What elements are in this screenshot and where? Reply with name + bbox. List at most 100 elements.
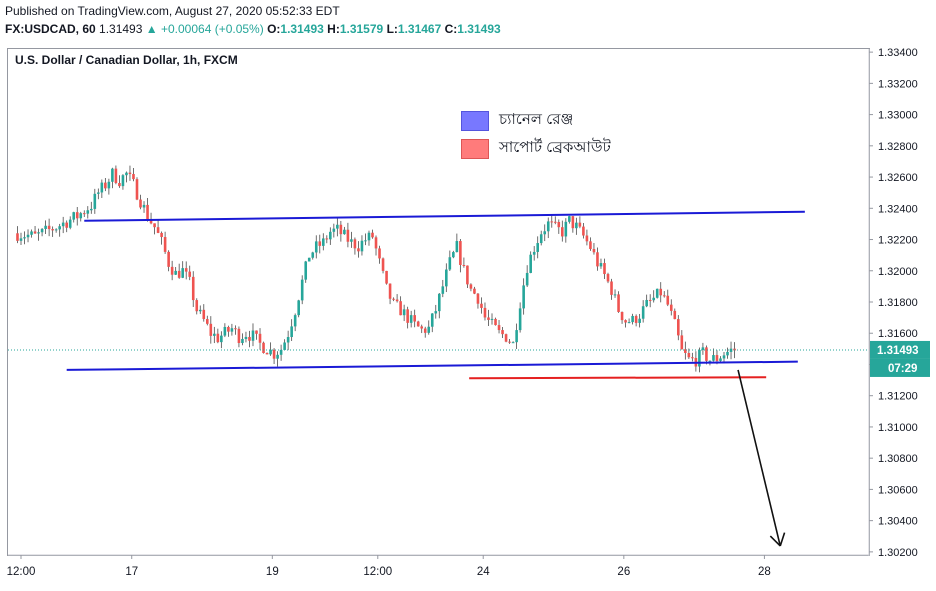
candle-up	[314, 241, 318, 253]
y-tick-label: 1.30400	[878, 516, 918, 528]
candle-down	[462, 264, 466, 266]
candle-up	[181, 268, 184, 278]
candle-down	[177, 270, 181, 278]
candle-up	[276, 354, 279, 359]
candle-up	[269, 349, 272, 355]
candle-up	[79, 213, 83, 219]
channel-top-line	[84, 210, 805, 222]
candle-up	[304, 261, 308, 280]
candle-down	[388, 283, 392, 299]
candle-up	[300, 279, 304, 301]
countdown-tag	[870, 358, 930, 377]
candle-up	[230, 328, 234, 332]
legend-label-breakout: সাপোর্ট ব্রেকআউট	[499, 139, 611, 156]
candle-down	[715, 355, 719, 361]
chart-title: U.S. Dollar / Canadian Dollar, 1h, FXCM	[15, 53, 238, 67]
candle-up	[107, 181, 111, 189]
candle-down	[381, 258, 385, 271]
candle-down	[184, 268, 188, 272]
candle-down	[371, 232, 374, 238]
candle-up	[430, 313, 434, 327]
candle-up	[536, 243, 540, 252]
candle-down	[662, 295, 666, 297]
candle-up	[97, 192, 100, 194]
candle-down	[318, 241, 322, 246]
candle-down	[406, 309, 409, 323]
candle-up	[244, 336, 248, 339]
y-tick-label: 1.31000	[878, 422, 918, 434]
candle-down	[480, 303, 483, 308]
candle-down	[684, 349, 687, 353]
candle-down	[557, 221, 561, 228]
candle-up	[336, 224, 339, 229]
candle-down	[51, 229, 54, 231]
candle-up	[329, 231, 332, 240]
candle-up	[279, 349, 283, 355]
candle-up	[631, 315, 634, 323]
candle-down	[550, 221, 554, 223]
candle-down	[466, 265, 469, 285]
candle-up	[293, 315, 297, 327]
candle-down	[385, 270, 388, 284]
x-tick-label: 28	[758, 566, 771, 578]
candle-up	[445, 269, 448, 287]
candle-down	[191, 276, 195, 301]
candle-up	[54, 229, 58, 231]
x-tick-label: 17	[125, 566, 138, 578]
candle-down	[571, 216, 575, 229]
candle-up	[613, 294, 617, 296]
candle-down	[163, 237, 167, 252]
last-price-tag-label: 1.31493	[877, 345, 919, 357]
candle-down	[65, 222, 68, 228]
candle-up	[198, 309, 202, 312]
arrow-shaft	[737, 369, 782, 547]
published-header: Published on TradingView.com, August 27,…	[5, 4, 340, 18]
channel-bottom-line	[66, 360, 798, 371]
candle-down	[497, 325, 501, 331]
candle-up	[26, 234, 30, 238]
candle-up	[364, 240, 367, 242]
arrow-head	[779, 532, 786, 547]
candle-down	[234, 328, 237, 330]
candle-down	[603, 263, 606, 275]
candle-down	[687, 352, 691, 358]
candle-down	[114, 168, 118, 183]
candle-down	[339, 224, 343, 235]
candle-down	[691, 357, 694, 359]
candle-down	[413, 315, 416, 322]
candle-up	[58, 226, 61, 230]
candle-up	[213, 333, 216, 336]
y-tick-label: 1.33400	[878, 47, 918, 59]
candle-up	[297, 300, 300, 316]
candle-up	[511, 342, 515, 344]
candle-up	[93, 193, 97, 209]
candle-up	[360, 240, 364, 252]
candle-down	[585, 235, 589, 242]
candle-up	[532, 251, 536, 255]
candle-down	[634, 315, 638, 323]
legend-swatch-channel	[461, 110, 489, 131]
y-tick-label: 1.32800	[878, 141, 918, 153]
candle-down	[265, 353, 269, 355]
candle-up	[350, 239, 353, 242]
candle-up	[518, 308, 522, 331]
candle-up	[539, 234, 543, 244]
candle-down	[202, 309, 206, 320]
close-label: C:	[444, 22, 458, 36]
high-label: H:	[327, 22, 340, 36]
candle-up	[455, 241, 459, 253]
candle-down	[128, 172, 132, 174]
candle-up	[142, 204, 146, 208]
candle-up	[434, 311, 438, 314]
x-tick-label: 12:00	[7, 566, 36, 578]
candle-down	[617, 294, 620, 312]
candle-up	[652, 297, 655, 301]
candle-down	[508, 341, 511, 343]
y-tick-label: 1.30600	[878, 484, 918, 496]
candle-up	[543, 231, 547, 235]
candle-up	[655, 288, 659, 298]
candle-up	[19, 238, 23, 241]
candle-up	[30, 231, 33, 235]
candle-down	[262, 342, 265, 354]
